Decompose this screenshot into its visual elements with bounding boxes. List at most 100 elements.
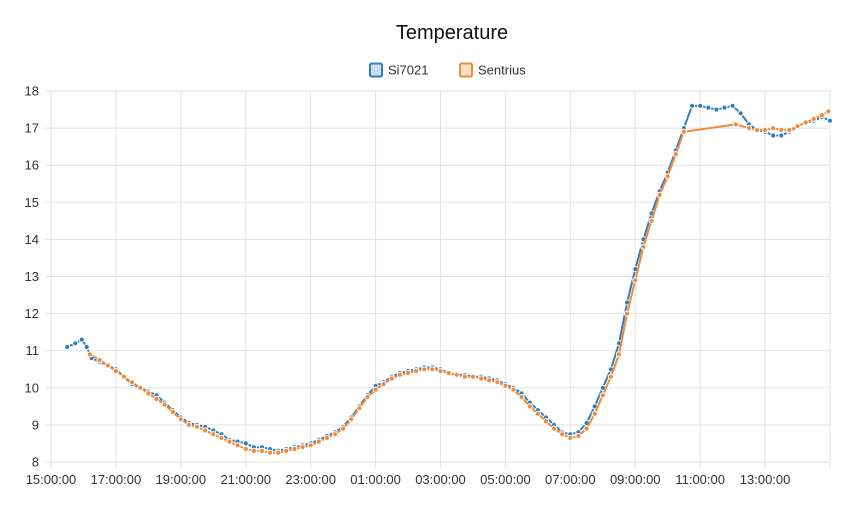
data-point[interactable] bbox=[388, 375, 395, 382]
data-point[interactable] bbox=[315, 438, 322, 445]
data-point[interactable] bbox=[567, 434, 574, 441]
data-point[interactable] bbox=[542, 418, 550, 425]
data-point[interactable] bbox=[340, 425, 347, 432]
data-point[interactable] bbox=[421, 366, 428, 373]
data-point[interactable] bbox=[429, 366, 436, 373]
data-point[interactable] bbox=[591, 410, 598, 417]
data-point[interactable] bbox=[78, 336, 85, 343]
legend-item-sentrius[interactable]: Sentrius bbox=[459, 62, 526, 78]
data-point[interactable] bbox=[396, 371, 403, 378]
data-point[interactable] bbox=[551, 425, 558, 432]
data-point[interactable] bbox=[161, 401, 168, 408]
data-point[interactable] bbox=[615, 351, 623, 358]
data-point[interactable] bbox=[169, 408, 176, 415]
data-point[interactable] bbox=[640, 243, 647, 250]
data-point[interactable] bbox=[762, 126, 769, 134]
data-point[interactable] bbox=[445, 369, 452, 377]
data-point[interactable] bbox=[210, 431, 217, 438]
data-point[interactable] bbox=[112, 368, 120, 375]
data-point[interactable] bbox=[721, 104, 728, 111]
data-point[interactable] bbox=[689, 102, 696, 109]
data-point[interactable] bbox=[486, 377, 493, 384]
data-point[interactable] bbox=[120, 373, 128, 380]
data-point[interactable] bbox=[137, 384, 144, 391]
data-point[interactable] bbox=[437, 368, 444, 375]
data-point[interactable] bbox=[469, 373, 477, 380]
data-point[interactable] bbox=[145, 390, 152, 397]
data-point[interactable] bbox=[291, 445, 298, 453]
data-point[interactable] bbox=[202, 427, 209, 434]
data-point[interactable] bbox=[129, 379, 136, 386]
data-point[interactable] bbox=[583, 425, 590, 432]
data-point[interactable] bbox=[624, 310, 631, 317]
data-point[interactable] bbox=[299, 444, 306, 451]
data-point[interactable] bbox=[242, 440, 249, 447]
data-point[interactable] bbox=[705, 104, 712, 111]
data-point[interactable] bbox=[607, 373, 615, 380]
data-point[interactable] bbox=[770, 125, 777, 132]
data-point[interactable] bbox=[307, 442, 314, 449]
data-point[interactable] bbox=[510, 386, 517, 393]
data-point[interactable] bbox=[283, 447, 290, 454]
data-point[interactable] bbox=[267, 449, 274, 456]
data-point[interactable] bbox=[348, 416, 355, 423]
data-point[interactable] bbox=[104, 362, 111, 369]
data-point[interactable] bbox=[478, 375, 485, 382]
data-point[interactable] bbox=[96, 356, 103, 364]
data-point[interactable] bbox=[745, 125, 753, 132]
data-point[interactable] bbox=[275, 449, 282, 456]
data-point[interactable] bbox=[234, 442, 241, 449]
data-point[interactable] bbox=[372, 386, 379, 393]
data-point[interactable] bbox=[794, 123, 801, 130]
data-point[interactable] bbox=[656, 191, 663, 198]
data-point[interactable] bbox=[810, 115, 817, 122]
data-point[interactable] bbox=[86, 351, 94, 358]
data-point[interactable] bbox=[218, 434, 225, 441]
data-point[interactable] bbox=[242, 445, 249, 453]
data-point[interactable] bbox=[258, 447, 266, 454]
data-point[interactable] bbox=[194, 423, 201, 430]
data-point[interactable] bbox=[364, 394, 371, 401]
data-point[interactable] bbox=[818, 112, 826, 119]
data-point[interactable] bbox=[825, 108, 832, 115]
data-point[interactable] bbox=[356, 405, 363, 412]
data-point[interactable] bbox=[770, 132, 777, 139]
data-point[interactable] bbox=[713, 106, 720, 113]
data-point[interactable] bbox=[404, 369, 412, 377]
data-point[interactable] bbox=[494, 379, 501, 386]
data-point[interactable] bbox=[802, 119, 809, 126]
legend-item-si7021[interactable]: Si7021 bbox=[369, 62, 428, 78]
data-point[interactable] bbox=[461, 373, 468, 380]
data-point[interactable] bbox=[648, 217, 655, 224]
data-point[interactable] bbox=[64, 343, 71, 351]
data-point[interactable] bbox=[153, 395, 160, 402]
data-point[interactable] bbox=[380, 381, 387, 388]
data-point[interactable] bbox=[226, 438, 233, 445]
data-point[interactable] bbox=[250, 447, 257, 454]
data-point[interactable] bbox=[753, 126, 761, 134]
data-point[interactable] bbox=[786, 126, 793, 134]
data-point[interactable] bbox=[680, 128, 688, 135]
data-point[interactable] bbox=[737, 110, 744, 117]
data-point[interactable] bbox=[453, 371, 460, 378]
data-point[interactable] bbox=[72, 340, 79, 347]
data-point[interactable] bbox=[732, 121, 740, 128]
data-point[interactable] bbox=[518, 394, 525, 401]
data-point[interactable] bbox=[778, 132, 785, 139]
data-point[interactable] bbox=[778, 126, 785, 134]
data-point[interactable] bbox=[575, 432, 582, 440]
data-point[interactable] bbox=[697, 102, 704, 109]
data-point[interactable] bbox=[559, 431, 566, 438]
data-point[interactable] bbox=[632, 277, 639, 284]
data-point[interactable] bbox=[534, 410, 542, 417]
data-point[interactable] bbox=[177, 416, 184, 423]
data-point[interactable] bbox=[83, 343, 90, 351]
data-point[interactable] bbox=[323, 434, 330, 441]
data-point[interactable] bbox=[526, 403, 533, 410]
data-point[interactable] bbox=[599, 392, 606, 399]
data-point[interactable] bbox=[729, 102, 736, 109]
data-point[interactable] bbox=[664, 173, 671, 180]
data-point[interactable] bbox=[331, 431, 339, 438]
data-point[interactable] bbox=[826, 117, 834, 124]
data-point[interactable] bbox=[413, 368, 420, 375]
